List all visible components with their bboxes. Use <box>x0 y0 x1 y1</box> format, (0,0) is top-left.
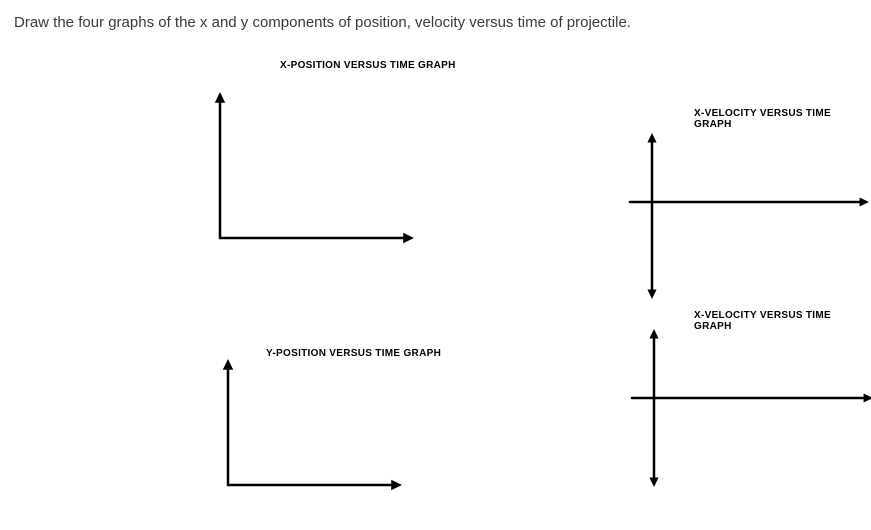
x-position-graph-title: X-POSITION VERSUS TIME GRAPH <box>280 60 456 71</box>
x-position-graph-axes <box>208 88 418 250</box>
x-velocity-graph-title: X-VELOCITY VERSUS TIME GRAPH <box>694 108 871 130</box>
question-prompt: Draw the four graphs of the x and y comp… <box>14 14 631 31</box>
y-position-graph-axes <box>216 355 406 497</box>
y-velocity-graph-axes <box>621 325 871 491</box>
x-velocity-graph-axes <box>619 129 871 303</box>
